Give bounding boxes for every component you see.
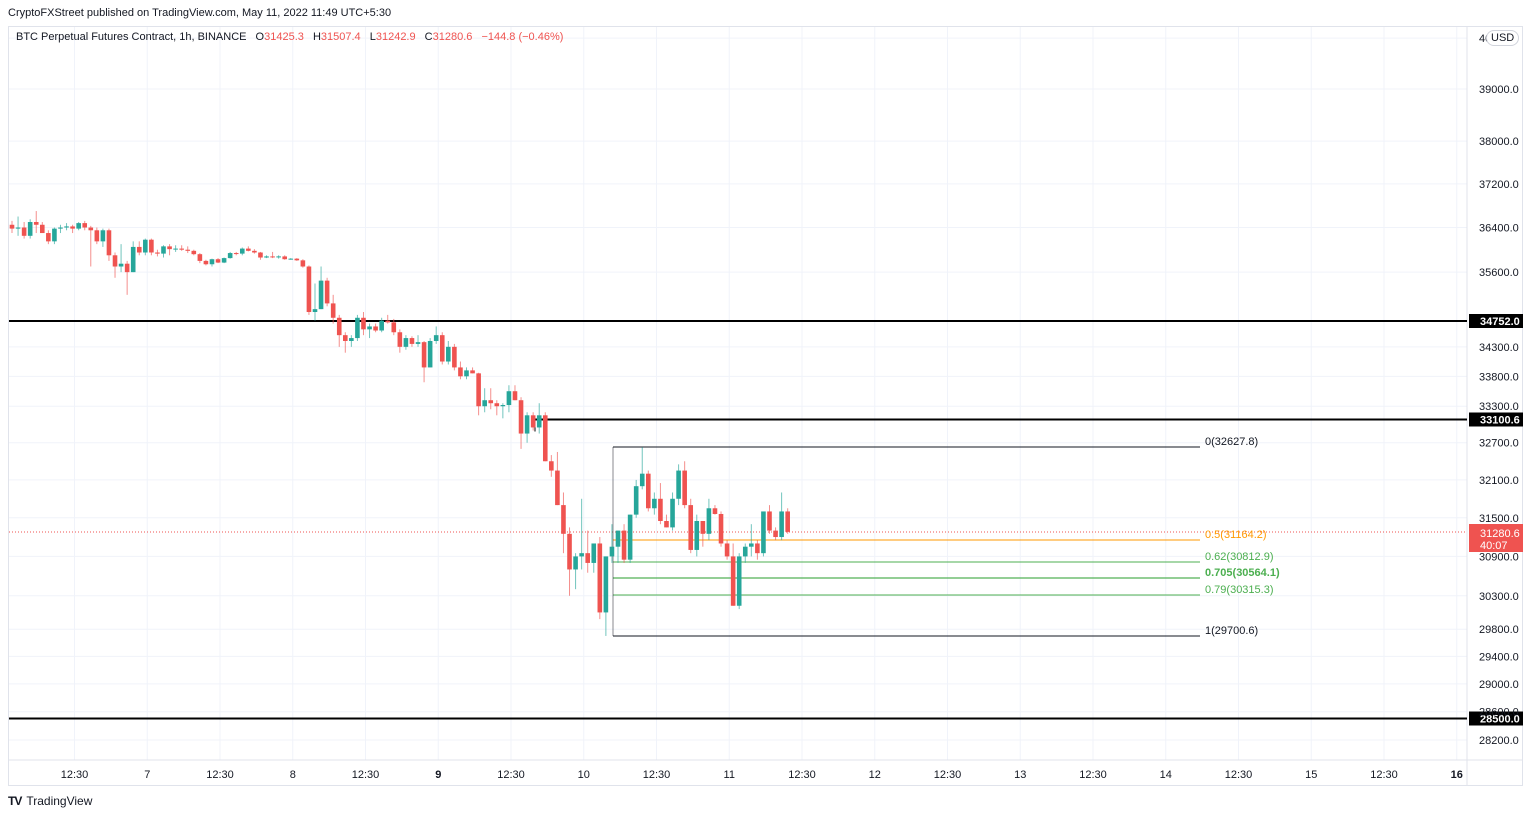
svg-text:12:30: 12:30 xyxy=(934,769,962,781)
svg-text:9: 9 xyxy=(435,769,441,781)
svg-text:28600.0: 28600.0 xyxy=(1479,707,1519,719)
svg-text:12:30: 12:30 xyxy=(788,769,816,781)
footer-brand[interactable]: TV TradingView xyxy=(8,794,92,808)
price-axis: 40000.039000.038000.037200.036400.035600… xyxy=(1479,33,1519,747)
svg-text:36400.0: 36400.0 xyxy=(1479,223,1519,235)
open-value: 31425.3 xyxy=(264,31,304,43)
svg-text:31500.0: 31500.0 xyxy=(1479,513,1519,525)
svg-text:29400.0: 29400.0 xyxy=(1479,651,1519,663)
svg-text:30900.0: 30900.0 xyxy=(1479,551,1519,563)
svg-text:29000.0: 29000.0 xyxy=(1479,679,1519,691)
tradingview-logo-icon: TV xyxy=(8,794,22,808)
svg-text:12:30: 12:30 xyxy=(1370,769,1398,781)
svg-text:37200.0: 37200.0 xyxy=(1479,179,1519,191)
svg-text:38000.0: 38000.0 xyxy=(1479,136,1519,148)
svg-text:33800.0: 33800.0 xyxy=(1479,371,1519,383)
svg-text:0.79(30315.3): 0.79(30315.3) xyxy=(1205,584,1274,596)
svg-text:12:30: 12:30 xyxy=(352,769,380,781)
svg-text:28200.0: 28200.0 xyxy=(1479,735,1519,747)
svg-text:32700.0: 32700.0 xyxy=(1479,438,1519,450)
publish-info: CryptoFXStreet published on TradingView.… xyxy=(8,7,392,19)
svg-text:12:30: 12:30 xyxy=(497,769,525,781)
svg-text:15: 15 xyxy=(1305,769,1317,781)
svg-text:0.62(30812.9): 0.62(30812.9) xyxy=(1205,551,1274,563)
fibonacci-retracement: 0(32627.8) 0.5(31164.2) 0.62(30812.9) 0.705… xyxy=(612,436,1280,637)
svg-text:8: 8 xyxy=(290,769,296,781)
change-value: −144.8 (−0.46%) xyxy=(481,31,564,43)
svg-text:34752.0: 34752.0 xyxy=(1480,316,1520,328)
svg-text:34300.0: 34300.0 xyxy=(1479,342,1519,354)
svg-text:30300.0: 30300.0 xyxy=(1479,591,1519,603)
svg-text:12:30: 12:30 xyxy=(61,769,89,781)
low-value: 31242.9 xyxy=(375,31,416,43)
symbol-legend: BTC Perpetual Futures Contract, 1h, BINA… xyxy=(16,31,564,43)
grid-lines xyxy=(9,27,1523,785)
svg-text:12: 12 xyxy=(869,769,881,781)
brand-name: TradingView xyxy=(26,794,93,808)
svg-text:28500.0: 28500.0 xyxy=(1480,714,1520,726)
svg-text:33100.6: 33100.6 xyxy=(1480,415,1520,427)
svg-text:10: 10 xyxy=(578,769,590,781)
svg-text:0.705(30564.1): 0.705(30564.1) xyxy=(1205,567,1280,579)
svg-text:12:30: 12:30 xyxy=(206,769,234,781)
svg-text:11: 11 xyxy=(724,769,735,781)
svg-text:40:07: 40:07 xyxy=(1480,540,1508,552)
svg-text:16: 16 xyxy=(1451,769,1463,781)
svg-text:12:30: 12:30 xyxy=(1079,769,1107,781)
svg-text:33300.0: 33300.0 xyxy=(1479,401,1519,413)
svg-text:39000.0: 39000.0 xyxy=(1479,84,1519,96)
svg-text:12:30: 12:30 xyxy=(643,769,671,781)
symbol-title: BTC Perpetual Futures Contract, 1h, BINA… xyxy=(16,31,247,43)
chart-frame xyxy=(8,26,1523,786)
svg-text:29800.0: 29800.0 xyxy=(1479,624,1519,636)
svg-text:13: 13 xyxy=(1014,769,1026,781)
horizontal-levels: 34752.0 33100.6 28500.0 31280.640:07 xyxy=(9,314,1523,726)
svg-text:14: 14 xyxy=(1160,769,1172,781)
candles xyxy=(9,211,790,636)
time-axis: 12:30 7 12:30 8 12:30 9 12:30 10 12:30 11 12:30 12 1… xyxy=(61,769,1463,781)
svg-text:35600.0: 35600.0 xyxy=(1479,267,1519,279)
high-value: 31507.4 xyxy=(320,31,361,43)
svg-text:31280.6: 31280.6 xyxy=(1480,528,1520,540)
svg-text:32100.0: 32100.0 xyxy=(1479,475,1519,487)
svg-text:0(32627.8): 0(32627.8) xyxy=(1205,436,1258,448)
svg-text:7: 7 xyxy=(144,769,150,781)
svg-text:12:30: 12:30 xyxy=(1225,769,1253,781)
svg-text:0.5(31164.2): 0.5(31164.2) xyxy=(1205,529,1267,541)
close-value: 31280.6 xyxy=(432,31,473,43)
currency-button[interactable]: USD xyxy=(1486,30,1520,46)
svg-text:1(29700.6): 1(29700.6) xyxy=(1205,625,1258,637)
